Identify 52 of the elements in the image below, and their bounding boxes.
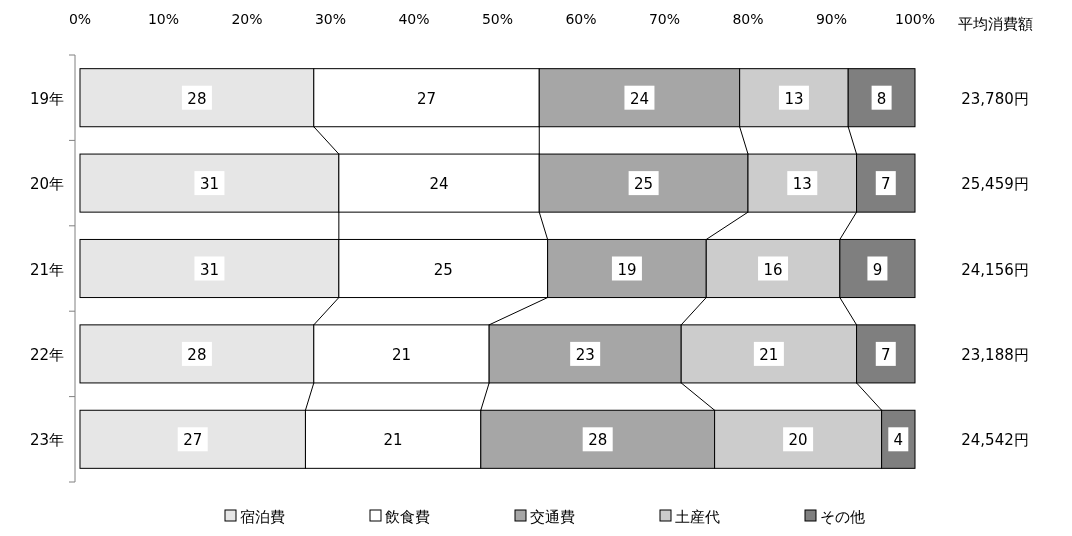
data-label: 4 bbox=[893, 431, 904, 450]
data-label: 13 bbox=[784, 89, 804, 108]
data-label: 19 bbox=[617, 260, 637, 279]
data-label: 9 bbox=[872, 260, 883, 279]
legend-label: 宿泊費 bbox=[240, 508, 285, 526]
data-label: 7 bbox=[881, 175, 891, 194]
y-tick-label: 19年 bbox=[29, 89, 64, 108]
y-tick-label: 22年 bbox=[29, 345, 64, 364]
text: 平均消費額 bbox=[957, 15, 1033, 33]
x-tick-label: 100% bbox=[894, 11, 936, 27]
data-label: 25 bbox=[634, 175, 654, 194]
y-tick-label: 23年 bbox=[29, 431, 64, 450]
data-label: 28 bbox=[588, 431, 608, 450]
y-tick-label: 21年 bbox=[29, 260, 64, 279]
legend-label: 土産代 bbox=[675, 508, 720, 526]
x-tick-label: 70% bbox=[648, 11, 681, 27]
x-tick-label: 40% bbox=[398, 11, 430, 27]
x-tick-label: 30% bbox=[314, 11, 347, 27]
data-label: 21 bbox=[391, 345, 412, 364]
data-label: 16 bbox=[763, 260, 783, 279]
x-tick-label: 90% bbox=[815, 11, 848, 27]
text: 23,780円 bbox=[961, 89, 1029, 108]
text: 25,459円 bbox=[961, 175, 1029, 194]
data-label: 31 bbox=[199, 260, 219, 279]
data-label: 27 bbox=[416, 89, 437, 108]
data-label: 7 bbox=[881, 345, 891, 364]
data-label: 21 bbox=[759, 345, 779, 364]
data-label: 28 bbox=[187, 89, 207, 108]
x-tick-label: 80% bbox=[732, 11, 764, 27]
text: 23,188円 bbox=[961, 345, 1029, 364]
x-tick-label: 0% bbox=[68, 11, 92, 27]
x-tick-label: 60% bbox=[565, 11, 597, 27]
data-label: 27 bbox=[183, 431, 203, 450]
data-label: 24 bbox=[429, 175, 449, 194]
x-tick-label: 10% bbox=[147, 11, 180, 27]
data-label: 31 bbox=[199, 175, 219, 194]
data-label: 23 bbox=[575, 345, 595, 364]
legend-label: 交通費 bbox=[530, 508, 575, 526]
data-label: 24 bbox=[629, 89, 649, 108]
data-label: 28 bbox=[187, 345, 207, 364]
x-tick-label: 20% bbox=[231, 11, 263, 27]
data-label: 13 bbox=[792, 175, 812, 194]
legend-label: その他 bbox=[820, 508, 865, 526]
text: 24,156円 bbox=[961, 260, 1029, 279]
x-tick-label: 50% bbox=[481, 11, 514, 27]
y-tick-label: 20年 bbox=[29, 175, 64, 194]
data-label: 21 bbox=[383, 431, 403, 450]
legend-label: 飲食費 bbox=[385, 508, 430, 526]
data-label: 20 bbox=[788, 431, 808, 450]
data-label: 8 bbox=[876, 89, 887, 108]
data-label: 25 bbox=[433, 260, 453, 279]
text: 24,542円 bbox=[961, 431, 1029, 450]
